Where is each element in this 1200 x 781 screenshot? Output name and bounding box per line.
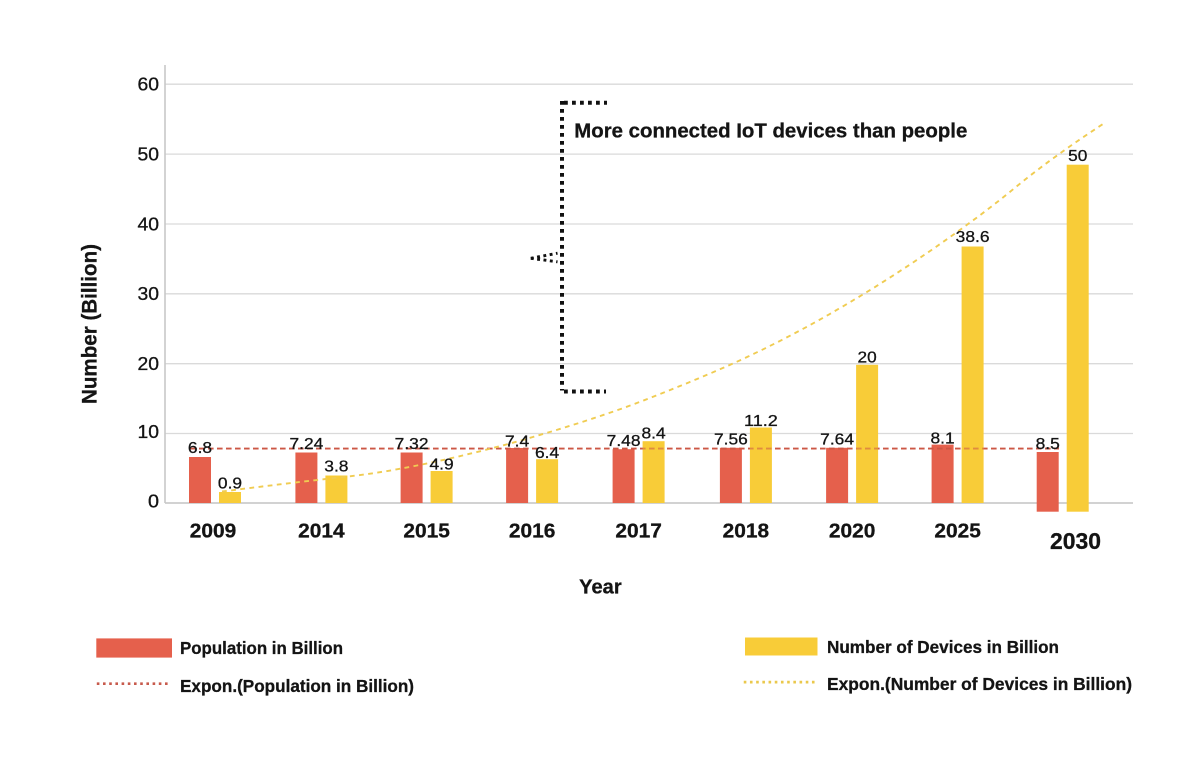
svg-text:3.8: 3.8 xyxy=(324,458,348,475)
svg-text:0.9: 0.9 xyxy=(218,475,242,492)
svg-text:Year: Year xyxy=(579,577,622,599)
svg-text:8.4: 8.4 xyxy=(642,426,666,443)
svg-text:6.8: 6.8 xyxy=(188,440,212,457)
svg-text:20: 20 xyxy=(858,350,877,367)
svg-text:50: 50 xyxy=(138,144,160,164)
svg-text:Expon.(Number of Devices in Bi: Expon.(Number of Devices in Billion) xyxy=(827,674,1132,694)
svg-text:50: 50 xyxy=(1068,148,1087,165)
svg-text:10: 10 xyxy=(138,422,160,442)
svg-text:2025: 2025 xyxy=(934,521,981,543)
svg-text:Number of Devices in Billion: Number of Devices in Billion xyxy=(827,637,1059,657)
svg-text:2030: 2030 xyxy=(1050,528,1101,554)
svg-text:30: 30 xyxy=(138,284,160,304)
svg-text:7.64: 7.64 xyxy=(820,431,854,448)
svg-text:2020: 2020 xyxy=(829,521,876,543)
svg-text:6.4: 6.4 xyxy=(535,445,559,462)
svg-text:Expon.(Population in Billion): Expon.(Population in Billion) xyxy=(180,676,414,696)
svg-text:7.32: 7.32 xyxy=(395,436,429,453)
svg-text:Population in Billion: Population in Billion xyxy=(180,638,343,658)
svg-text:40: 40 xyxy=(138,214,160,234)
svg-text:0: 0 xyxy=(148,491,159,511)
svg-text:2016: 2016 xyxy=(509,521,556,543)
svg-text:8.1: 8.1 xyxy=(931,430,955,447)
svg-text:7.56: 7.56 xyxy=(714,431,748,448)
svg-text:11.2: 11.2 xyxy=(744,413,778,430)
svg-text:7.4: 7.4 xyxy=(505,433,529,450)
svg-text:Number (Billion): Number (Billion) xyxy=(79,244,102,404)
svg-text:60: 60 xyxy=(138,75,160,95)
svg-text:20: 20 xyxy=(138,354,160,374)
svg-text:2018: 2018 xyxy=(723,521,770,543)
svg-text:2017: 2017 xyxy=(615,521,662,543)
svg-text:2015: 2015 xyxy=(403,521,450,543)
svg-text:4.9: 4.9 xyxy=(430,457,454,474)
svg-text:2009: 2009 xyxy=(190,521,237,543)
svg-text:8.5: 8.5 xyxy=(1036,436,1060,453)
svg-text:38.6: 38.6 xyxy=(956,229,990,246)
svg-text:More connected IoT devices tha: More connected IoT devices than people xyxy=(574,120,967,142)
svg-text:7.48: 7.48 xyxy=(607,433,641,450)
svg-text:2014: 2014 xyxy=(298,521,345,543)
svg-text:7.24: 7.24 xyxy=(290,436,324,453)
